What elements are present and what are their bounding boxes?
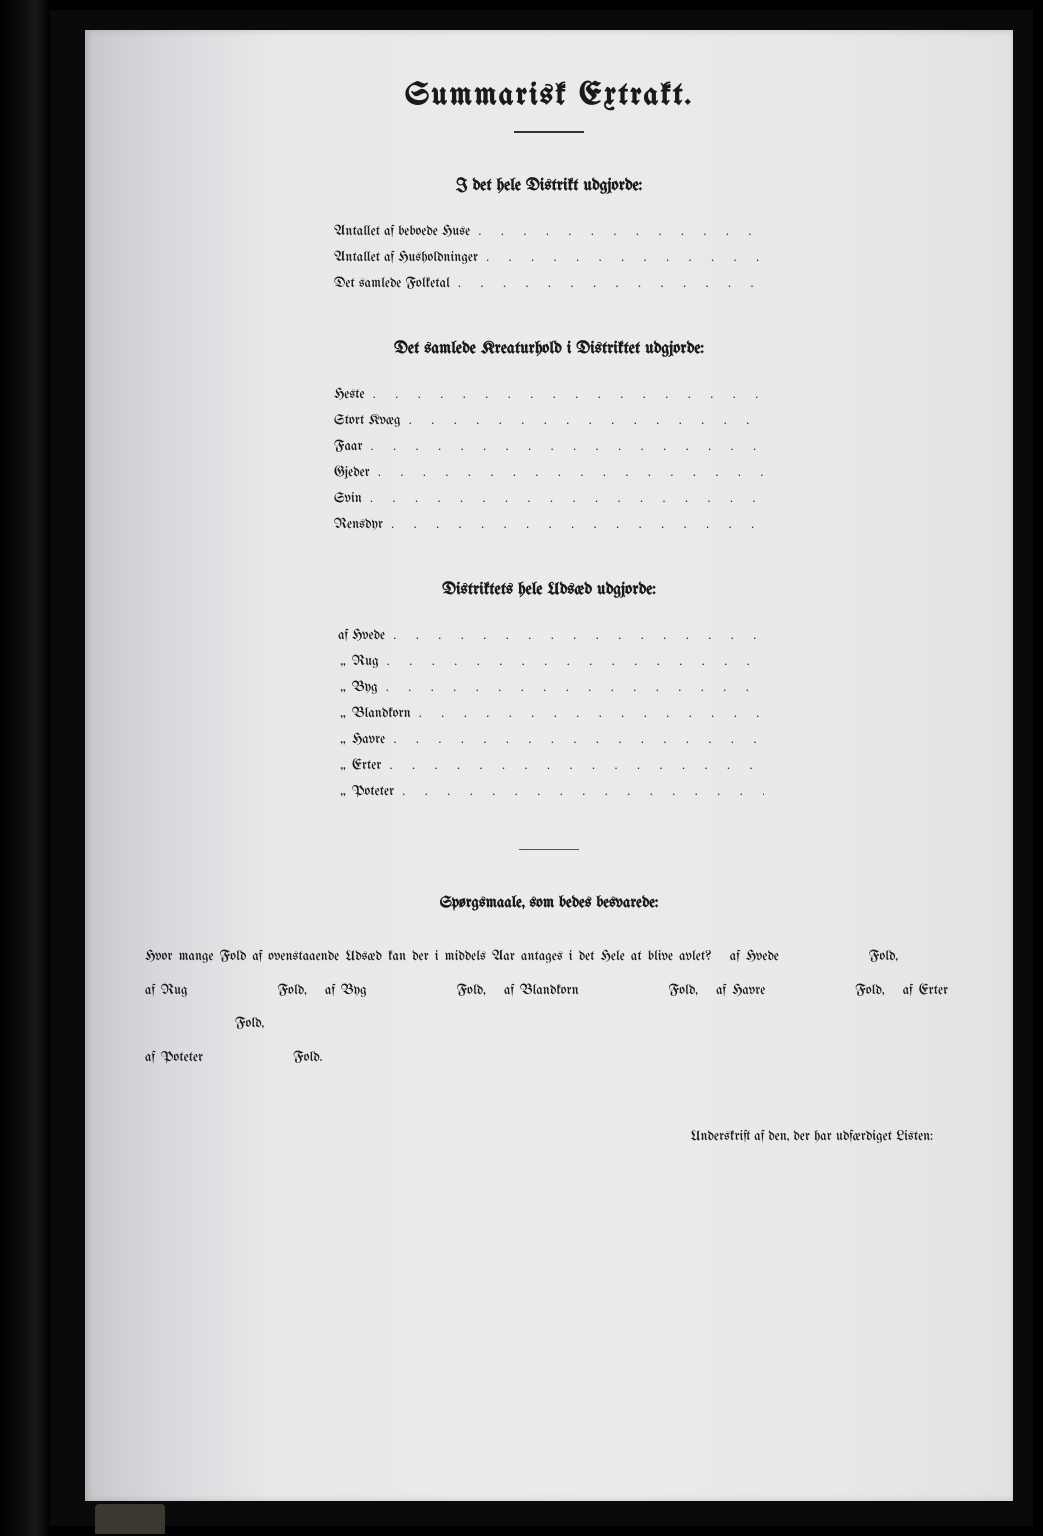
list-item: Rensdyr . . . . . . . . . . . . . . . . … <box>334 516 764 532</box>
dot-leader: . . . . . . . . . . . . . . . . . . . . … <box>394 783 764 799</box>
item-label: Poteter <box>352 784 394 799</box>
crop-name: Havre <box>732 983 765 998</box>
item-prefix: af <box>334 628 352 643</box>
dot-leader: . . . . . . . . . . . . . . . . . . . . … <box>385 627 764 643</box>
list-item: „ Byg . . . . . . . . . . . . . . . . . … <box>334 679 764 695</box>
list-item: Antallet af Husholdninger . . . . . . . … <box>334 249 764 265</box>
question-block: Spørgsmaale, som bedes besvarede: Hvor m… <box>115 895 983 1074</box>
binding-tab <box>95 1504 165 1534</box>
crop-unit: Fold, <box>669 983 698 998</box>
item-label: Rug <box>352 654 379 669</box>
binding-edge <box>0 0 50 1536</box>
section2-list: Heste . . . . . . . . . . . . . . . . . … <box>334 386 764 532</box>
item-prefix: „ <box>334 706 352 721</box>
item-label: Havre <box>352 732 385 747</box>
list-item: „ Blandkorn . . . . . . . . . . . . . . … <box>334 705 764 721</box>
dot-leader: . . . . . . . . . . . . . . . . . . . . … <box>381 757 764 773</box>
item-label: Faar <box>334 439 363 454</box>
list-item: „ Rug . . . . . . . . . . . . . . . . . … <box>334 653 764 669</box>
list-item: „ Havre . . . . . . . . . . . . . . . . … <box>334 731 764 747</box>
dot-leader: . . . . . . . . . . . . . . . . . . . . … <box>379 653 764 669</box>
item-label: Heste <box>334 387 365 402</box>
crop-prefix: af <box>145 1050 155 1065</box>
crop-name: Poteter <box>161 1050 203 1065</box>
title-rule <box>514 131 584 133</box>
signature-label: Underskrift af den, der har udfærdiget L… <box>115 1129 983 1144</box>
list-item: Det samlede Folketal . . . . . . . . . .… <box>334 275 764 291</box>
item-prefix: „ <box>334 654 352 669</box>
crop-unit: Fold, <box>855 983 884 998</box>
crop-prefix: af <box>716 983 726 998</box>
document-page: Summarisk Extrakt. I det hele Distrikt u… <box>85 30 1013 1501</box>
crop-prefix: af <box>504 983 514 998</box>
section3-list: af Hvede . . . . . . . . . . . . . . . .… <box>334 627 764 799</box>
crop-prefix: af <box>730 949 740 964</box>
section-divider <box>519 849 579 850</box>
section2-heading: Det samlede Kreaturhold i Distriktet udg… <box>115 341 983 358</box>
crop-prefix: af <box>145 983 155 998</box>
dot-leader: . . . . . . . . . . . . . . . . . . . . … <box>470 223 764 239</box>
dot-leader: . . . . . . . . . . . . . . . . . . . . … <box>378 679 764 695</box>
crop-prefix: af <box>325 983 335 998</box>
page-title: Summarisk Extrakt. <box>115 80 983 113</box>
item-label: Det samlede Folketal <box>334 276 450 291</box>
item-label: Byg <box>352 680 378 695</box>
item-label: Stort Kvæg <box>334 413 401 428</box>
item-label: Antallet af beboede Huse <box>334 224 470 239</box>
list-item: Antallet af beboede Huse . . . . . . . .… <box>334 223 764 239</box>
item-label: Erter <box>352 758 381 773</box>
item-prefix: „ <box>334 758 352 773</box>
dot-leader: . . . . . . . . . . . . . . . . . . . . … <box>362 490 764 506</box>
crop-name: Blandkorn <box>520 983 579 998</box>
crop-name: Erter <box>919 983 948 998</box>
dot-leader: . . . . . . . . . . . . . . . . . . . . … <box>450 275 764 291</box>
list-item: Heste . . . . . . . . . . . . . . . . . … <box>334 386 764 402</box>
question-lead: Hvor mange Fold af ovenstaaende Udsæd ka… <box>145 949 711 964</box>
item-label: Svin <box>334 491 362 506</box>
dot-leader: . . . . . . . . . . . . . . . . . . . . … <box>363 438 764 454</box>
item-prefix: „ <box>334 784 352 799</box>
crop-unit: Fold, <box>235 1016 264 1031</box>
item-prefix: „ <box>334 680 352 695</box>
dot-leader: . . . . . . . . . . . . . . . . . . . . … <box>370 464 764 480</box>
list-item: „ Erter . . . . . . . . . . . . . . . . … <box>334 757 764 773</box>
dot-leader: . . . . . . . . . . . . . . . . . . . . … <box>411 705 764 721</box>
dot-leader: . . . . . . . . . . . . . . . . . . . . … <box>385 731 764 747</box>
crop-unit: Fold, <box>278 983 307 998</box>
crop-name: Rug <box>161 983 188 998</box>
list-item: Stort Kvæg . . . . . . . . . . . . . . .… <box>334 412 764 428</box>
list-item: „ Poteter . . . . . . . . . . . . . . . … <box>334 783 764 799</box>
crop-unit: Fold, <box>457 983 486 998</box>
item-prefix: „ <box>334 732 352 747</box>
question-heading: Spørgsmaale, som bedes besvarede: <box>115 895 983 912</box>
crop-unit: Fold. <box>293 1050 322 1065</box>
dot-leader: . . . . . . . . . . . . . . . . . . . . … <box>478 249 764 265</box>
crop-name: Hvede <box>746 949 779 964</box>
section3-heading: Distriktets hele Udsæd udgjorde: <box>115 582 983 599</box>
dot-leader: . . . . . . . . . . . . . . . . . . . . … <box>401 412 764 428</box>
item-label: Gjeder <box>334 465 370 480</box>
item-label: Antallet af Husholdninger <box>334 250 478 265</box>
list-item: Gjeder . . . . . . . . . . . . . . . . .… <box>334 464 764 480</box>
item-label: Hvede <box>352 628 385 643</box>
list-item: Faar . . . . . . . . . . . . . . . . . .… <box>334 438 764 454</box>
item-label: Blandkorn <box>352 706 411 721</box>
item-label: Rensdyr <box>334 517 383 532</box>
list-item: af Hvede . . . . . . . . . . . . . . . .… <box>334 627 764 643</box>
crop-prefix: af <box>903 983 913 998</box>
section1-heading: I det hele Distrikt udgjorde: <box>115 178 983 195</box>
crop-name: Byg <box>341 983 367 998</box>
crop-unit: Fold, <box>869 949 898 964</box>
section1-list: Antallet af beboede Huse . . . . . . . .… <box>334 223 764 291</box>
dot-leader: . . . . . . . . . . . . . . . . . . . . … <box>365 386 764 402</box>
question-text: Hvor mange Fold af ovenstaaende Udsæd ka… <box>115 940 983 1074</box>
dot-leader: . . . . . . . . . . . . . . . . . . . . … <box>383 516 764 532</box>
list-item: Svin . . . . . . . . . . . . . . . . . .… <box>334 490 764 506</box>
outer-frame: Summarisk Extrakt. I det hele Distrikt u… <box>50 10 1033 1526</box>
